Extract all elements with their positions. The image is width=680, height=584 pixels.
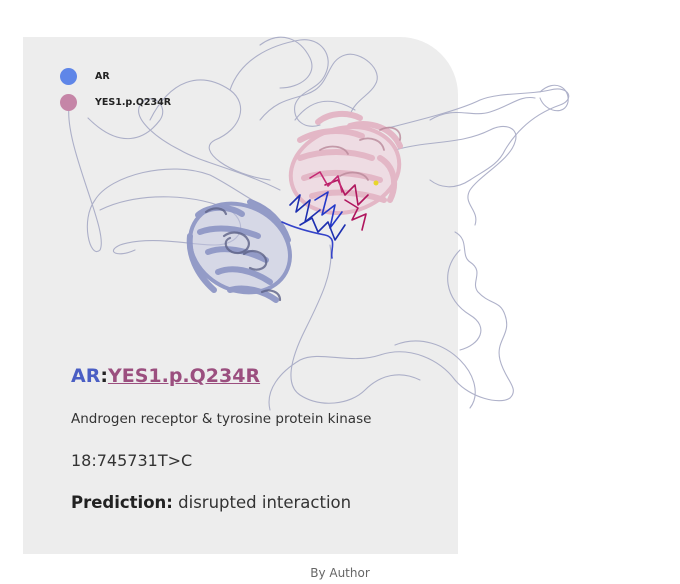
title-separator: : bbox=[100, 365, 108, 387]
legend-dot-ar bbox=[60, 67, 77, 85]
legend-item-yes1: YES1.p.Q234R bbox=[60, 90, 171, 114]
image-credit: By Author bbox=[310, 566, 370, 580]
disordered-loops bbox=[68, 36, 570, 411]
ar-domain bbox=[186, 199, 292, 303]
prediction-label: Prediction: bbox=[71, 493, 173, 512]
legend: AR YES1.p.Q234R bbox=[60, 64, 171, 116]
legend-item-ar: AR bbox=[60, 64, 171, 88]
prediction-value: disrupted interaction bbox=[178, 493, 352, 512]
title-mutation-link[interactable]: YES1.p.Q234R bbox=[107, 365, 261, 387]
title-gene: AR bbox=[71, 365, 101, 387]
yes1-domain bbox=[288, 110, 403, 215]
legend-label-yes1: YES1.p.Q234R bbox=[95, 96, 172, 108]
legend-label-ar: AR bbox=[95, 70, 110, 82]
prediction-line: Prediction: disrupted interaction bbox=[71, 493, 351, 512]
protein-description: Androgen receptor & tyrosine protein kin… bbox=[71, 411, 372, 427]
interface-residues bbox=[281, 171, 369, 259]
variant-id: 18:745731T>C bbox=[71, 451, 193, 470]
legend-dot-yes1 bbox=[60, 93, 77, 111]
info-card bbox=[23, 37, 458, 554]
interaction-title: AR:YES1.p.Q234R bbox=[71, 365, 260, 387]
